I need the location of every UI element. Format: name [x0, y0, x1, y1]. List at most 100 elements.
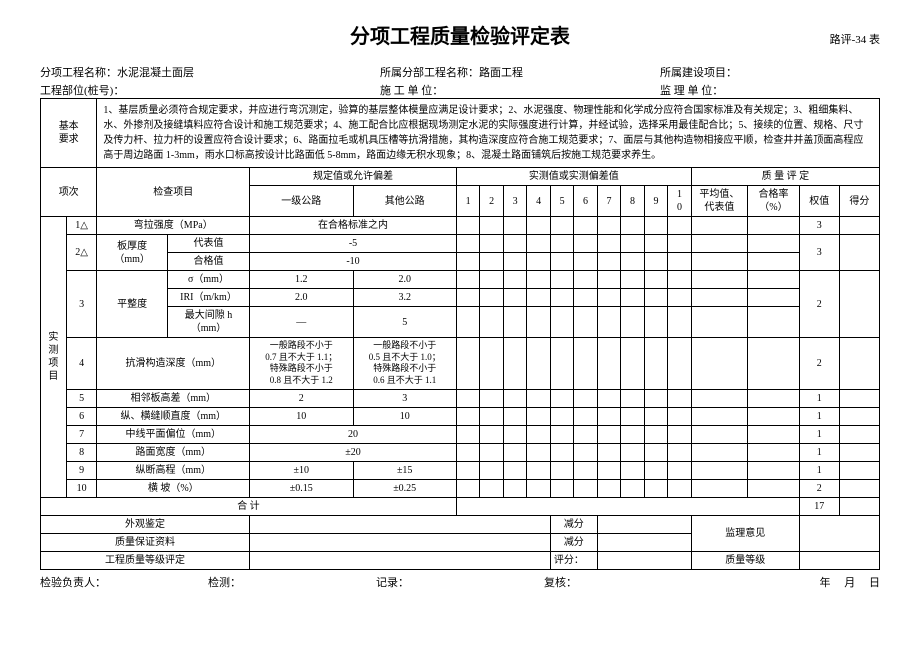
quality-data-label: 质量保证资料 — [41, 533, 250, 551]
row-weight: 1 — [799, 425, 839, 443]
footer-month: 月 — [844, 577, 855, 589]
row-weight: 2 — [799, 479, 839, 497]
row-item: 中线平面偏位（mm） — [97, 425, 250, 443]
table-row: 实 测 项 目 1△ 弯拉强度（MPa） 在合格标准之内 3 — [41, 217, 880, 235]
row-no: 6 — [66, 407, 97, 425]
row-spec: -10 — [250, 253, 457, 271]
header-n10: 1 0 — [668, 186, 691, 217]
construction-project-label: 所属建设项目： — [660, 64, 737, 80]
table-row: 5 相邻板高差（mm） 2 3 1 — [41, 389, 880, 407]
row-sub: σ（mm） — [167, 271, 249, 289]
header-measured: 实测值或实测偏差值 — [456, 168, 691, 186]
row-spec: 2.0 — [353, 271, 456, 289]
row-spec: 1.2 — [250, 271, 353, 289]
row-spec: 3 — [353, 389, 456, 407]
project-name: 水泥混凝土面层 — [117, 64, 194, 80]
row-spec: 5 — [353, 307, 456, 338]
row-spec: 3.2 — [353, 289, 456, 307]
row-no: 3 — [66, 271, 97, 338]
table-row: 3 平整度 σ（mm） 1.2 2.0 2 — [41, 271, 880, 289]
header-n9: 9 — [644, 186, 667, 217]
row-item: 抗滑构造深度（mm） — [97, 338, 250, 390]
footer-record: 记录： — [376, 574, 544, 590]
footer-day: 日 — [869, 577, 880, 589]
header-n2: 2 — [480, 186, 503, 217]
row-weight: 3 — [799, 217, 839, 235]
basic-req-label: 基本 要求 — [41, 99, 97, 168]
footer-detect: 检测： — [208, 574, 376, 590]
page-title: 分项工程质量检验评定表 — [350, 20, 570, 49]
footer-year: 年 — [820, 577, 831, 589]
row-no: 5 — [66, 389, 97, 407]
deduct-label: 减分 — [550, 515, 597, 533]
row-no: 2△ — [66, 235, 97, 271]
table-row-appearance: 外观鉴定 减分 监理意见 — [41, 515, 880, 533]
grade-eval-label: 工程质量等级评定 — [41, 551, 250, 569]
row-spec: 10 — [353, 407, 456, 425]
row-no: 1△ — [66, 217, 97, 235]
form-code: 路评-34 表 — [830, 31, 880, 47]
sub-project-label: 所属分部工程名称： — [380, 64, 479, 80]
side-label: 实 测 项 目 — [41, 217, 67, 498]
deduct-label: 减分 — [550, 533, 597, 551]
row-sub: IRI（m/km） — [167, 289, 249, 307]
table-row: 9 纵断高程（mm） ±10 ±15 1 — [41, 461, 880, 479]
header-item-no: 项次 — [41, 168, 97, 217]
row-spec: — — [250, 307, 353, 338]
row-spec: ±10 — [250, 461, 353, 479]
row-spec: 一般路段不小于 0.5 且不大于 1.0； 特殊路段不小于 0.6 且不大于 1… — [353, 338, 456, 390]
table-row-grade: 工程质量等级评定 评分： 质量等级 — [41, 551, 880, 569]
row-sub: 最大间隙 h（mm） — [167, 307, 249, 338]
header-spec: 规定值或允许偏差 — [250, 168, 457, 186]
header-n3: 3 — [503, 186, 526, 217]
row-spec: ±0.25 — [353, 479, 456, 497]
total-weight: 17 — [799, 497, 839, 515]
table-row: 7 中线平面偏位（mm） 20 1 — [41, 425, 880, 443]
row-weight: 2 — [799, 338, 839, 390]
supervision-opinion-label: 监理意见 — [691, 515, 799, 551]
row-item: 路面宽度（mm） — [97, 443, 250, 461]
row-item: 横 坡（%） — [97, 479, 250, 497]
header-check-item: 检查项目 — [97, 168, 250, 217]
row-spec: ±20 — [250, 443, 457, 461]
row-weight: 1 — [799, 443, 839, 461]
header-weight: 权值 — [799, 186, 839, 217]
table-row: 2△ 板厚度 （mm） 代表值 -5 3 — [41, 235, 880, 253]
header-n6: 6 — [574, 186, 597, 217]
project-name-label: 分项工程名称： — [40, 64, 117, 80]
header-score: 得分 — [839, 186, 879, 217]
footer-check-person: 检验负责人： — [40, 574, 208, 590]
footer-review: 复核： — [544, 574, 712, 590]
main-table: 基本 要求 1、基层质量必须符合规定要求，并应进行弯沉测定，验算的基层整体模量应… — [40, 98, 880, 570]
table-row: 6 纵、横缝顺直度（mm） 10 10 1 — [41, 407, 880, 425]
row-spec: ±15 — [353, 461, 456, 479]
row-weight: 1 — [799, 461, 839, 479]
header-n1: 1 — [456, 186, 479, 217]
table-row-total: 合 计 17 — [41, 497, 880, 515]
basic-req-text: 1、基层质量必须符合规定要求，并应进行弯沉测定，验算的基层整体模量应满足设计要求… — [97, 99, 880, 168]
row-no: 8 — [66, 443, 97, 461]
table-row: 8 路面宽度（mm） ±20 1 — [41, 443, 880, 461]
appearance-label: 外观鉴定 — [41, 515, 250, 533]
row-item: 板厚度 （mm） — [97, 235, 167, 271]
header-n5: 5 — [550, 186, 573, 217]
row-no: 7 — [66, 425, 97, 443]
header-n4: 4 — [527, 186, 550, 217]
header-avg: 平均值、 代表值 — [691, 186, 747, 217]
header-n7: 7 — [597, 186, 620, 217]
row-spec: 20 — [250, 425, 457, 443]
supervision-unit-label: 监 理 单 位： — [660, 82, 723, 98]
part-label: 工程部位(桩号)： — [40, 82, 124, 98]
row-weight: 1 — [799, 389, 839, 407]
row-item: 纵断高程（mm） — [97, 461, 250, 479]
quality-grade-label: 质量等级 — [691, 551, 799, 569]
header-n8: 8 — [621, 186, 644, 217]
row-weight: 1 — [799, 407, 839, 425]
total-label: 合 计 — [41, 497, 457, 515]
row-item: 弯拉强度（MPa） — [97, 217, 250, 235]
row-sub: 代表值 — [167, 235, 249, 253]
row-item: 平整度 — [97, 271, 167, 338]
construction-unit-label: 施 工 单 位： — [380, 82, 443, 98]
row-sub: 合格值 — [167, 253, 249, 271]
row-item: 纵、横缝顺直度（mm） — [97, 407, 250, 425]
